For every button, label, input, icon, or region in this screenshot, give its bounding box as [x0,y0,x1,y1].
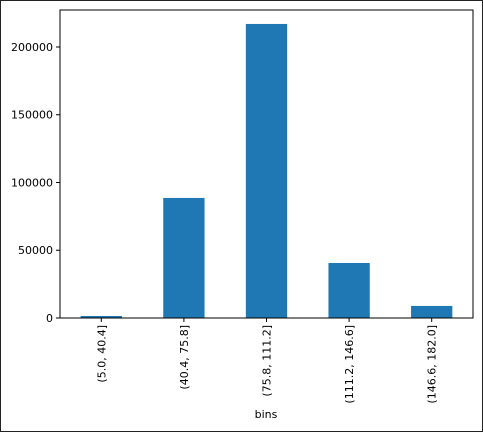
plot-area [59,9,474,319]
x-tick-label: (146.6, 182.0] [426,325,439,404]
bar [80,315,122,318]
bar [163,197,205,318]
y-tick-label: 150000 [11,109,53,122]
bar [328,262,370,318]
x-tick-label: (40.4, 75.8] [178,325,191,390]
x-tick-label: (5.0, 40.4] [95,325,108,383]
y-tick-label: 100000 [11,176,53,189]
x-tick-label: (75.8, 111.2] [261,325,274,397]
y-tick-label: 50000 [18,244,53,257]
y-tick-label: 0 [46,312,53,325]
y-tick-label: 200000 [11,41,53,54]
bar [245,23,288,319]
x-axis-label: bins [255,408,278,421]
x-tick-label: (111.2, 146.6] [343,325,356,404]
bar [411,305,453,318]
